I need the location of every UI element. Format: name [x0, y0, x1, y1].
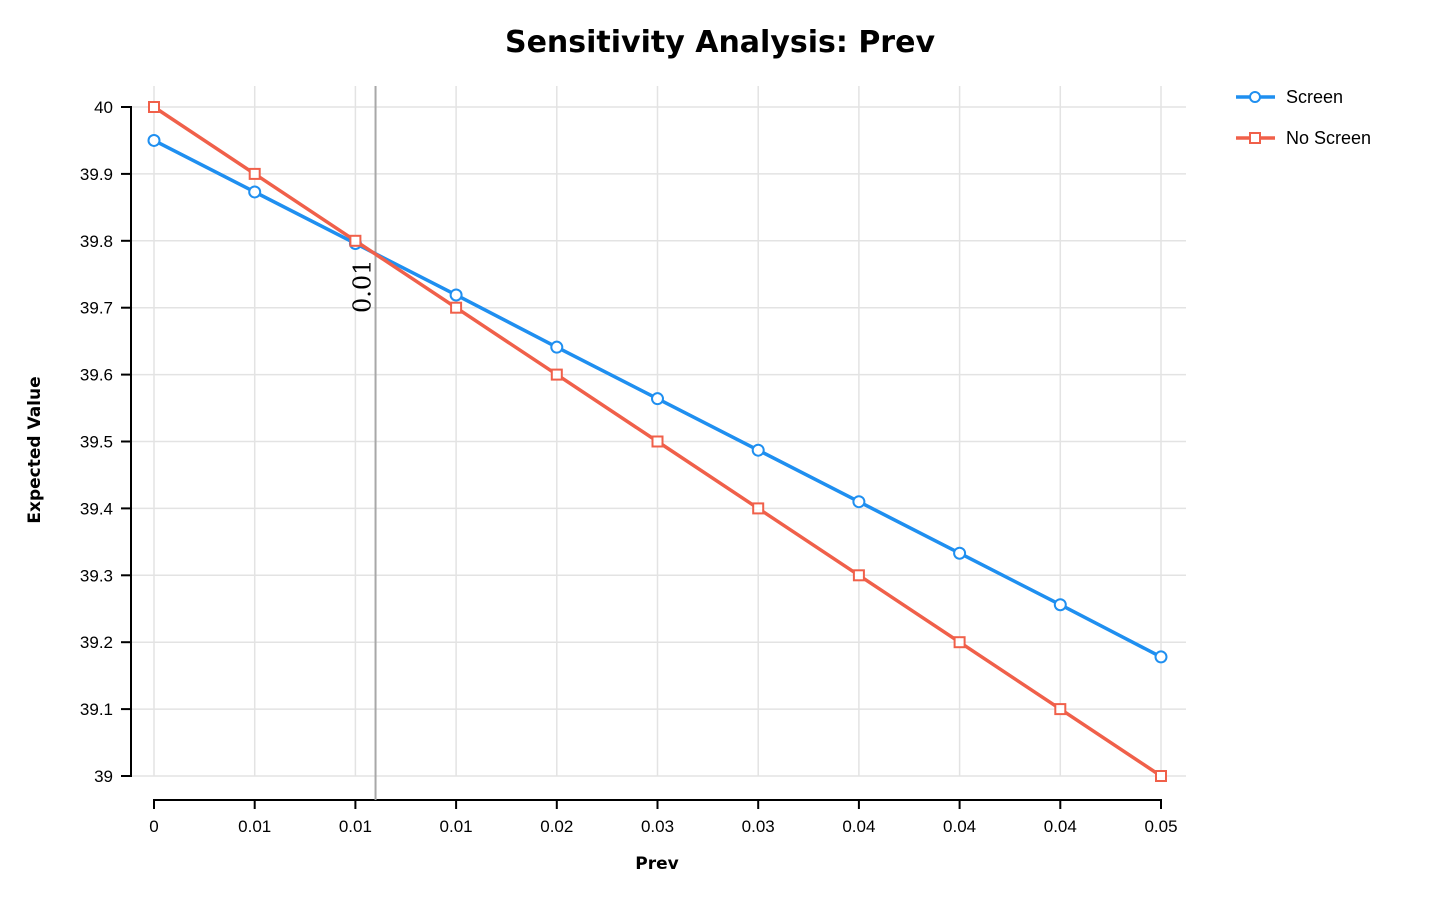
x-tick-label: 0.02	[540, 817, 573, 836]
data-point	[450, 301, 463, 314]
series-no-screen	[148, 101, 1167, 782]
x-tick-label: 0.04	[1044, 817, 1077, 836]
x-axis-label: Prev	[635, 854, 678, 874]
y-tick-label: 39.1	[80, 700, 113, 719]
data-point	[953, 636, 966, 649]
series-group	[147, 101, 1168, 782]
data-point	[147, 133, 161, 147]
data-point	[651, 392, 664, 406]
x-tick-label: 0.03	[742, 817, 775, 836]
y-tick-label: 40	[94, 98, 113, 117]
x-tick-label: 0.04	[943, 817, 976, 836]
legend-label: Screen	[1286, 87, 1343, 107]
legend[interactable]: Screen No Screen	[1236, 87, 1371, 148]
legend-item[interactable]: No Screen	[1236, 128, 1371, 148]
x-tick-label: 0.01	[238, 817, 271, 836]
data-point	[852, 569, 865, 582]
x-tick-label: 0.05	[1144, 817, 1177, 836]
data-point	[752, 502, 765, 515]
legend-label: No Screen	[1286, 128, 1371, 148]
x-tick-label: 0.03	[641, 817, 674, 836]
data-point	[852, 495, 866, 509]
threshold-label: 0.01	[349, 260, 377, 313]
data-point	[449, 288, 463, 302]
data-point	[248, 185, 262, 199]
x-tick-label: 0.04	[842, 817, 875, 836]
data-point	[349, 234, 362, 247]
y-tick-label: 39	[94, 767, 113, 786]
x-tick-label: 0	[149, 817, 158, 836]
data-point	[550, 368, 563, 381]
data-point	[953, 546, 967, 560]
grid	[131, 86, 1186, 777]
y-tick-label: 39.9	[80, 165, 113, 184]
data-point	[248, 167, 261, 180]
threshold-marker: 0.01	[349, 86, 377, 800]
y-tick-label: 39.7	[80, 299, 113, 318]
series-screen	[147, 133, 1168, 664]
y-tick-label: 39.6	[80, 366, 113, 385]
data-point	[148, 101, 160, 113]
data-point	[1053, 598, 1067, 612]
y-tick-label: 39.8	[80, 232, 113, 251]
x-tick-label: 0.01	[339, 817, 372, 836]
data-point	[1054, 703, 1067, 716]
legend-marker	[1249, 132, 1261, 144]
axes: 0 0.01 0.01 0.01 0.02 0.03 0.03 0.04 0.04 0.04 0.0…	[80, 98, 1178, 836]
y-tick-label: 39.4	[80, 499, 113, 518]
y-tick-label: 39.5	[80, 433, 113, 452]
data-point	[550, 340, 564, 354]
chart-title: Sensitivity Analysis: Prev	[505, 25, 935, 60]
x-tick-label: 0.01	[440, 817, 473, 836]
data-point	[751, 443, 765, 457]
y-tick-label: 39.2	[80, 633, 113, 652]
data-point	[651, 435, 664, 448]
data-point	[1154, 650, 1168, 664]
data-point	[1155, 770, 1167, 782]
legend-marker	[1249, 91, 1261, 103]
y-axis-label: Expected Value	[25, 376, 45, 523]
y-tick-label: 39.3	[80, 566, 113, 585]
legend-item[interactable]: Screen	[1236, 87, 1343, 107]
